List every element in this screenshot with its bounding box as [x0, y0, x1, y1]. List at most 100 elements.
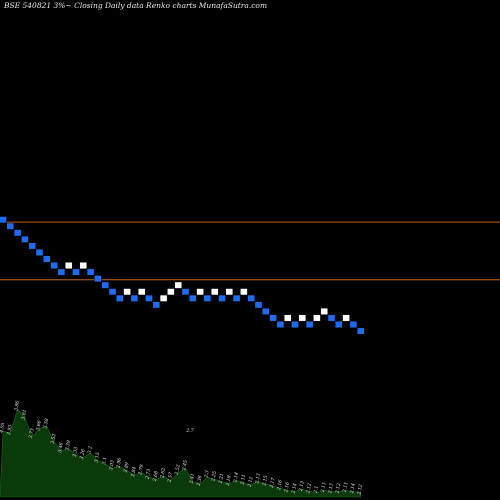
volume-label: 2.36 — [196, 475, 204, 487]
renko-brick-up — [123, 288, 131, 296]
volume-label: 3.86 — [13, 400, 21, 411]
renko-brick-down — [254, 301, 263, 309]
renko-brick-down — [218, 294, 226, 302]
volume-panel: 4.05 3.93 3.863.81 3.733.66 3.583.523.46 3.39… — [0, 400, 364, 498]
renko-brick-down — [305, 321, 314, 328]
renko-brick-down — [101, 281, 109, 289]
volume-label: 2.17 — [269, 477, 277, 489]
renko-brick-up — [167, 288, 175, 296]
volume-label: 3.46 — [57, 442, 65, 453]
volume-label: 2.16 — [283, 482, 291, 494]
renko-brick-up — [342, 314, 350, 322]
renko-brick-down — [130, 294, 139, 302]
volume-label: 3.39 — [64, 440, 72, 451]
volume-label: 2.62 — [159, 467, 167, 479]
renko-brick-down — [108, 288, 117, 296]
renko-brick-up — [298, 314, 306, 322]
volume-label: 2.15 — [261, 475, 269, 487]
volume-label: 3.52 — [50, 433, 58, 444]
renko-brick-down — [0, 216, 7, 224]
volume-label: 2.89 — [123, 462, 131, 474]
renko-brick-down — [145, 294, 153, 302]
renko-brick-down — [94, 275, 102, 283]
renko-brick-down — [203, 294, 212, 302]
renko-brick-down — [21, 235, 29, 243]
volume-label: 3.26 — [79, 449, 87, 460]
renko-brick-down — [72, 268, 80, 276]
volume-label: 2.11 — [320, 482, 328, 494]
renko-brick-down — [291, 321, 299, 328]
renko-brick-down — [335, 321, 343, 328]
volume-label: 3.66 — [35, 420, 43, 431]
renko-brick-down — [6, 222, 15, 230]
renko-brick-down — [232, 294, 241, 302]
renko-brick-down — [327, 314, 336, 322]
renko-brick-up — [240, 288, 248, 296]
renko-brick-down — [28, 242, 36, 250]
volume-label: 2.12 — [247, 476, 255, 488]
volume-label: 3.33 — [72, 446, 80, 457]
volume-label: 2.11 — [239, 474, 247, 486]
volume-label: 4.05 — [0, 422, 6, 434]
renko-brick-up — [137, 288, 146, 296]
reference-lines — [0, 221, 500, 281]
volume-area — [0, 408, 361, 498]
volume-label: 2.18 — [225, 475, 233, 487]
volume-label: 2.16 — [276, 479, 284, 491]
renko-brick-down — [86, 268, 95, 276]
volume-label: 3.2 — [87, 446, 94, 454]
volume-label: 3.1 — [101, 457, 108, 465]
renko-brick-up — [225, 288, 234, 296]
volume-label: 2.79 — [137, 464, 145, 476]
renko-brick-down — [262, 308, 270, 315]
volume-label: 3.03 — [108, 460, 116, 471]
volume-label: 2.52 — [174, 464, 182, 476]
renko-brick-up — [313, 314, 321, 322]
volume-label: 2.84 — [130, 466, 138, 478]
renko-brick-up — [320, 308, 328, 315]
volume-label: 2.68 — [152, 471, 160, 483]
volume-label: 2.25 — [210, 471, 218, 483]
volume-label: 2.73 — [144, 468, 152, 480]
renko-brick-down — [13, 229, 22, 237]
volume-label: 2.14 — [290, 483, 298, 495]
volume-label: 2.12 — [334, 483, 342, 495]
volume-label: 2.13 — [327, 483, 335, 495]
volume-label: 3.81 — [21, 409, 29, 420]
renko-bricks — [0, 216, 365, 335]
volume-label: 2.3 — [203, 470, 210, 479]
renko-brick-up — [79, 262, 88, 269]
volume-extra-mark: 2.7 — [185, 428, 193, 434]
volume-label: 2.45 — [181, 460, 189, 472]
renko-brick-down — [247, 294, 255, 302]
renko-brick-up — [196, 288, 204, 296]
renko-brick-up — [64, 262, 73, 269]
renko-brick-down — [57, 268, 66, 276]
renko-brick-down — [35, 249, 44, 256]
volume-label: 2.57 — [166, 472, 174, 484]
chart-title: BSE 540821 3%~ Closing Daily data Renko … — [3, 1, 267, 10]
renko-brick-down — [50, 262, 58, 269]
renko-brick-down — [357, 327, 365, 335]
volume-label: 3.73 — [28, 428, 36, 439]
renko-brick-down — [189, 294, 197, 302]
volume-label: 2.96 — [115, 457, 123, 469]
renko-brick-down — [116, 294, 124, 302]
volume-label: 2.11 — [342, 482, 350, 494]
renko-brick-down — [152, 301, 161, 309]
volume-label: 3.58 — [42, 418, 50, 429]
volume-label: 3.15 — [94, 452, 102, 463]
volume-label: 2.1 — [313, 485, 320, 494]
volume-label: 2.14 — [349, 483, 357, 495]
renko-brick-up — [174, 281, 182, 289]
renko-brick-down — [269, 314, 277, 322]
renko-brick-down — [181, 288, 190, 296]
volume-label: 2.41 — [188, 473, 196, 485]
renko-brick-up — [210, 288, 219, 296]
volume-label: 2.13 — [298, 480, 306, 492]
renko-brick-down — [349, 321, 358, 328]
volume-label: 2.13 — [254, 473, 262, 485]
volume-label: 2.12 — [356, 484, 364, 496]
renko-brick-up — [284, 314, 292, 322]
